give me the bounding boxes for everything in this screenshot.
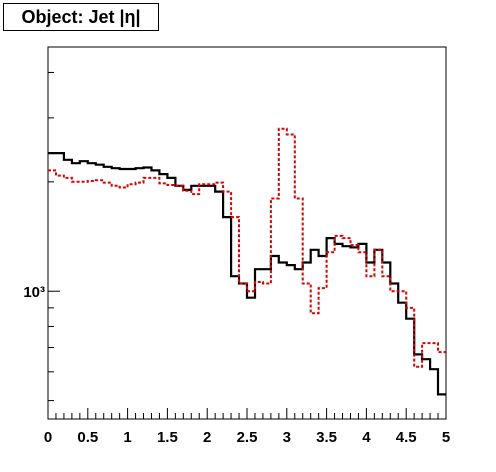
y-tick-label: 10³ (23, 284, 45, 301)
series-line-1 (48, 152, 446, 396)
series-layer (48, 127, 446, 396)
x-tick-label: 3.5 (316, 429, 337, 446)
chart-title: Object: Jet |η| (3, 3, 159, 31)
x-tick-label: 2.5 (237, 429, 258, 446)
x-tick-label: 1 (123, 429, 131, 446)
axis-ticks: 0 0.5 1 1.5 2 2.5 3 3.5 4 4.5 5 10³ (23, 71, 450, 446)
x-tick-label: 2 (203, 429, 211, 446)
x-tick-label: 1.5 (157, 429, 178, 446)
x-tick-label: 0 (44, 429, 52, 446)
x-tick-label: 4.5 (396, 429, 417, 446)
x-tick-label: 0.5 (77, 429, 98, 446)
x-tick-label: 3 (283, 429, 291, 446)
series-line-2 (48, 127, 446, 368)
x-tick-label: 5 (442, 429, 450, 446)
x-tick-label: 4 (362, 429, 371, 446)
plot-frame (47, 46, 447, 420)
